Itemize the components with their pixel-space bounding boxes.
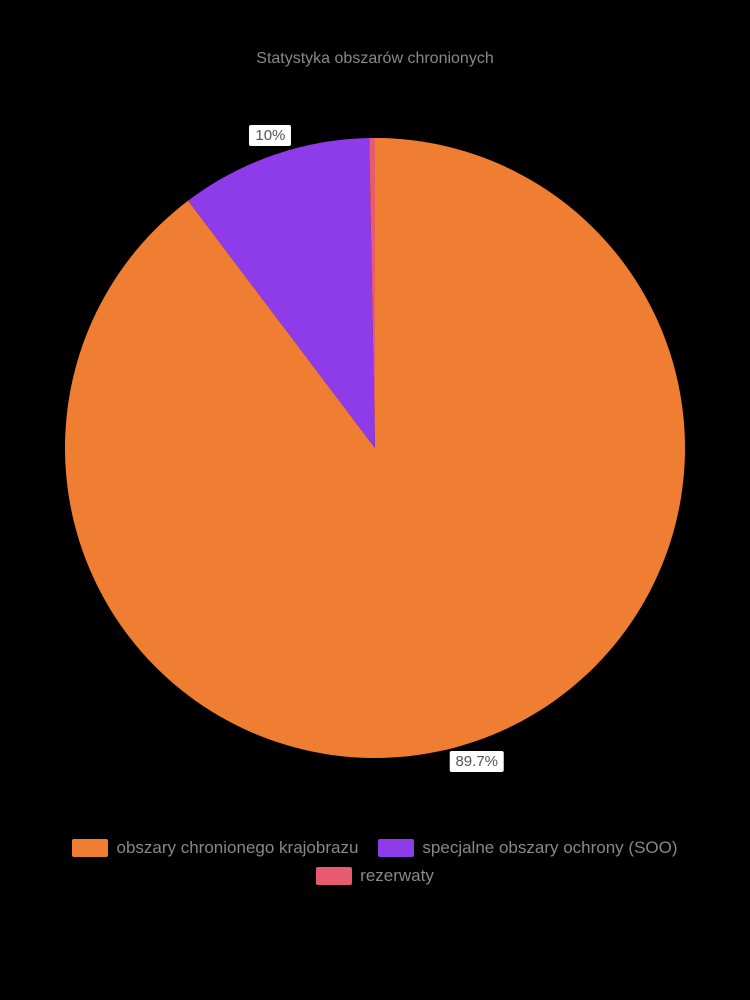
pie-chart	[55, 128, 695, 768]
legend-swatch	[378, 839, 414, 857]
legend-item[interactable]: obszary chronionego krajobrazu	[72, 838, 358, 858]
slice-label: 10%	[249, 125, 291, 146]
legend-label: specjalne obszary ochrony (SOO)	[422, 838, 677, 858]
pie-chart-container: 89.7%10%	[55, 128, 695, 768]
legend-label: rezerwaty	[360, 866, 434, 886]
legend-item[interactable]: rezerwaty	[316, 866, 434, 886]
legend-item[interactable]: specjalne obszary ochrony (SOO)	[378, 838, 677, 858]
legend-swatch	[72, 839, 108, 857]
legend-label: obszary chronionego krajobrazu	[116, 838, 358, 858]
chart-title: Statystyka obszarów chronionych	[256, 50, 493, 68]
legend: obszary chronionego krajobrazu specjalne …	[55, 838, 695, 886]
slice-label: 89.7%	[449, 751, 504, 772]
legend-swatch	[316, 867, 352, 885]
